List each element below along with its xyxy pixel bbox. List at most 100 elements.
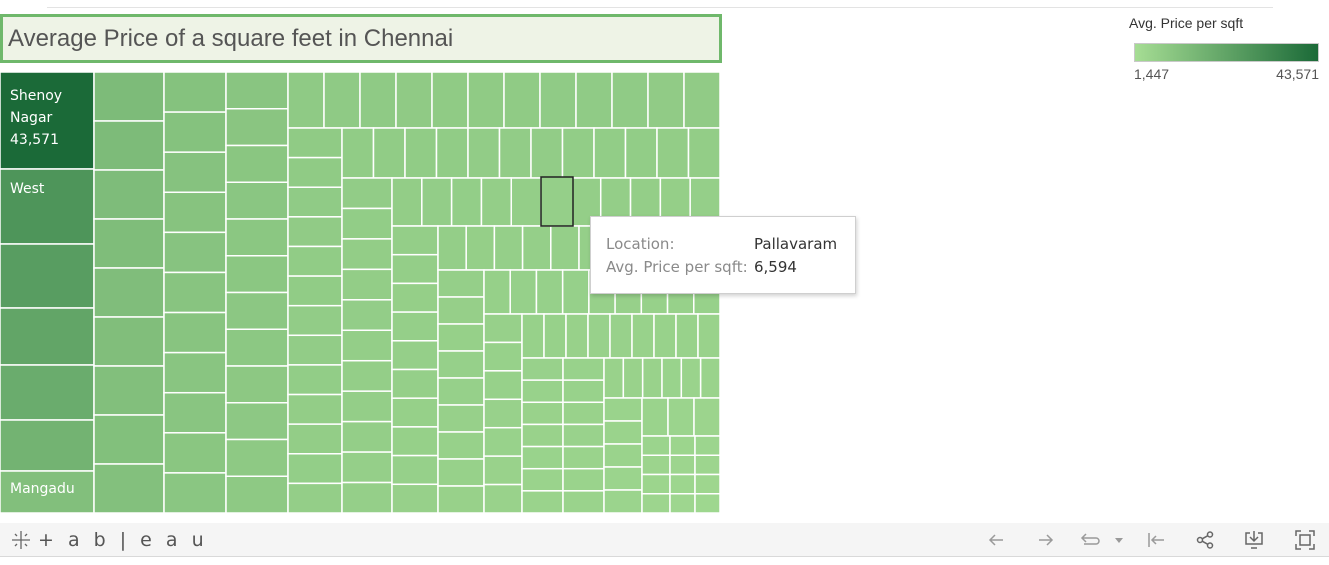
treemap-tile[interactable] (391, 311, 439, 342)
revert-dropdown-button[interactable] (1110, 527, 1128, 553)
treemap-tile[interactable] (287, 453, 343, 485)
treemap-tile[interactable] (437, 431, 485, 460)
treemap-tile[interactable] (435, 127, 469, 179)
treemap-tile[interactable] (641, 435, 671, 456)
treemap-tile[interactable] (287, 186, 343, 218)
tableau-logo[interactable]: + a b | e a u (10, 529, 208, 551)
treemap-tile[interactable] (93, 120, 165, 171)
treemap-tile[interactable] (561, 127, 595, 179)
treemap-tile[interactable] (341, 127, 375, 179)
share-button[interactable] (1192, 527, 1218, 553)
treemap-tile[interactable] (0, 307, 95, 366)
treemap-tile[interactable] (287, 275, 343, 307)
treemap-tile[interactable] (624, 127, 658, 179)
treemap-tile[interactable] (521, 445, 564, 470)
treemap-tile[interactable] (561, 269, 590, 315)
treemap-tile[interactable] (93, 218, 165, 269)
treemap-tile[interactable] (593, 127, 627, 179)
treemap-tile[interactable] (603, 466, 643, 491)
treemap-tile[interactable] (603, 489, 643, 513)
treemap-tile[interactable] (225, 438, 289, 477)
treemap-tile[interactable] (631, 313, 655, 359)
treemap-tile[interactable] (535, 269, 564, 315)
treemap-tile[interactable] (287, 156, 343, 188)
treemap-tile[interactable] (391, 483, 439, 513)
treemap-tile[interactable] (287, 393, 343, 425)
treemap-tile[interactable] (669, 454, 696, 476)
treemap-tile[interactable] (225, 144, 289, 183)
treemap-tile[interactable] (0, 243, 95, 309)
treemap-tile[interactable] (437, 458, 485, 487)
treemap-tile[interactable] (0, 419, 95, 472)
treemap-tile[interactable] (437, 323, 485, 352)
treemap-tile[interactable] (483, 370, 523, 401)
treemap-tile[interactable] (437, 296, 485, 325)
treemap-tile[interactable] (391, 368, 439, 399)
treemap-tile[interactable] (391, 454, 439, 486)
treemap-tile[interactable] (603, 397, 643, 422)
treemap-tile[interactable] (391, 426, 439, 457)
treemap-tile[interactable] (521, 490, 564, 513)
treemap-tile[interactable] (341, 451, 393, 484)
treemap-tile[interactable] (653, 313, 677, 359)
fullscreen-button[interactable] (1292, 527, 1318, 553)
treemap-tile[interactable] (287, 245, 343, 277)
treemap-tile[interactable] (450, 177, 483, 227)
treemap-tile[interactable] (641, 357, 663, 399)
treemap-tile[interactable] (431, 72, 469, 129)
download-button[interactable] (1241, 527, 1267, 553)
treemap-tile[interactable] (323, 72, 361, 129)
treemap-tile[interactable] (467, 72, 505, 129)
reset-button[interactable] (1143, 527, 1169, 553)
treemap-tile[interactable] (391, 282, 439, 313)
treemap-tile[interactable] (225, 475, 289, 513)
treemap-tile[interactable] (341, 177, 393, 210)
treemap-tile[interactable] (693, 397, 720, 437)
treemap-tile[interactable] (656, 127, 690, 179)
treemap-tile[interactable] (647, 72, 685, 129)
treemap-tile[interactable] (483, 341, 523, 372)
treemap-tile[interactable] (341, 481, 393, 513)
treemap-tile[interactable] (287, 72, 325, 129)
treemap-tile[interactable] (603, 420, 643, 445)
treemap-tile[interactable] (521, 467, 564, 492)
treemap-tile[interactable] (603, 443, 643, 468)
treemap-tile[interactable] (521, 313, 545, 359)
treemap-tile[interactable] (483, 269, 511, 315)
treemap-tile[interactable] (225, 365, 289, 404)
treemap-tile[interactable] (163, 472, 227, 513)
treemap-tile[interactable] (225, 218, 289, 257)
treemap-tile[interactable] (287, 423, 343, 455)
treemap-tile[interactable] (641, 493, 671, 513)
treemap-tile[interactable] (530, 127, 564, 179)
undo-button[interactable] (983, 527, 1009, 553)
treemap-tile[interactable] (675, 313, 699, 359)
treemap-tile[interactable] (521, 401, 564, 426)
treemap-tile[interactable] (287, 364, 343, 396)
treemap-tile[interactable] (467, 127, 501, 179)
treemap-tile[interactable] (521, 379, 564, 404)
treemap-tile[interactable] (93, 414, 165, 465)
treemap-tile[interactable] (694, 454, 720, 476)
treemap-tile[interactable] (163, 151, 227, 194)
treemap-tile[interactable] (93, 72, 165, 122)
treemap-tile[interactable] (498, 127, 532, 179)
treemap-tile[interactable] (404, 127, 438, 179)
treemap-tile[interactable] (575, 72, 613, 129)
treemap-tile[interactable] (163, 391, 227, 434)
treemap-tile[interactable] (694, 473, 720, 495)
treemap-tile[interactable] (163, 432, 227, 474)
treemap-tile[interactable] (521, 357, 564, 381)
treemap-tile[interactable] (483, 455, 523, 486)
treemap-tile[interactable] (480, 177, 513, 227)
treemap-tile[interactable] (163, 72, 227, 113)
treemap-tile[interactable] (225, 181, 289, 220)
treemap-tile[interactable] (287, 304, 343, 337)
treemap-tile[interactable] (641, 397, 669, 437)
treemap-tile[interactable] (562, 357, 605, 381)
treemap-tile[interactable] (93, 365, 165, 416)
treemap-tile[interactable] (493, 225, 524, 271)
treemap-tile[interactable] (437, 404, 485, 433)
treemap-tile[interactable] (550, 225, 580, 271)
treemap-tile[interactable] (465, 225, 496, 271)
